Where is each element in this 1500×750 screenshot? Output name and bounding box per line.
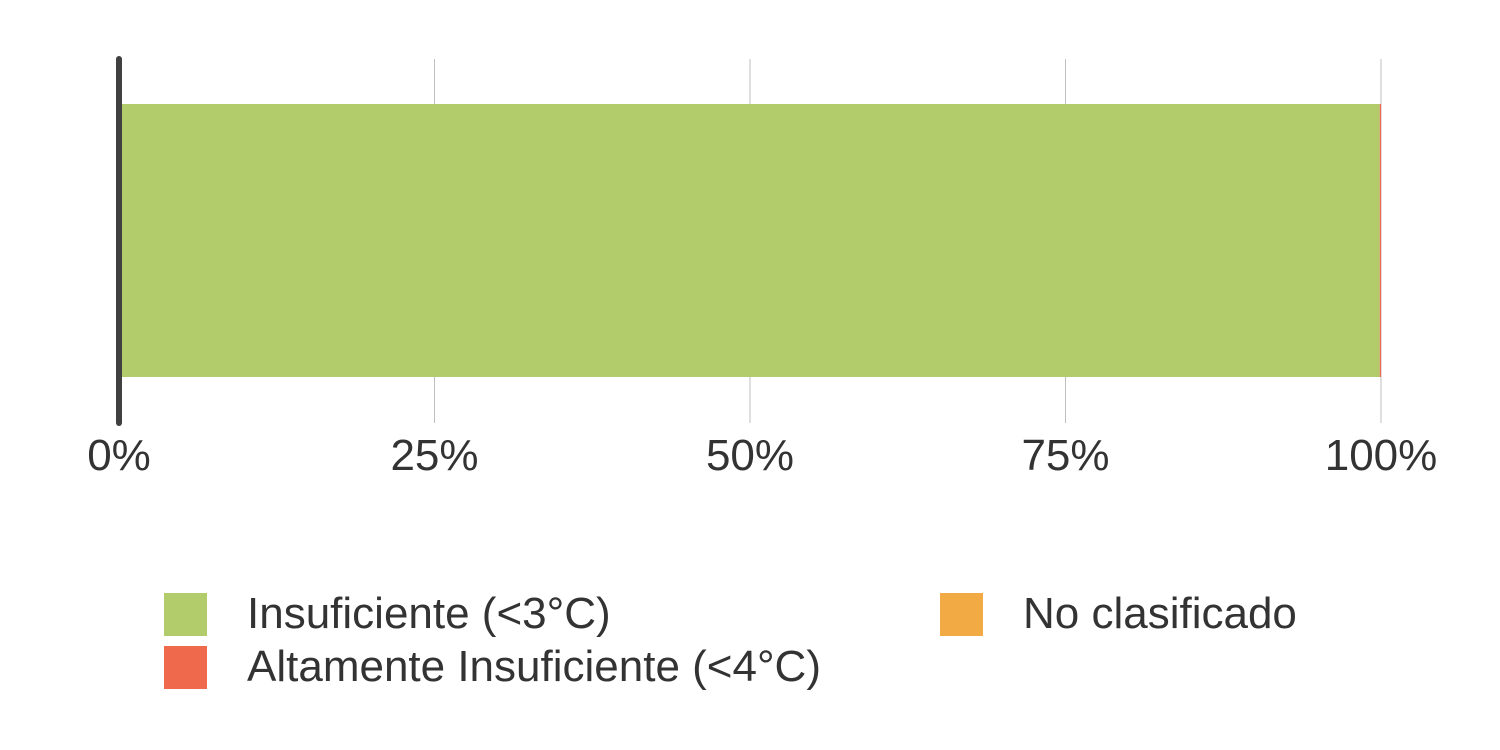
bar-segment-0	[119, 104, 1380, 377]
bar-segment-1	[1379, 104, 1381, 377]
x-tick-label-3: 75%	[1021, 431, 1109, 480]
x-tick-label-0: 0%	[87, 431, 151, 480]
x-tick-label-2: 50%	[706, 431, 794, 480]
x-tick-label-4: 100%	[1325, 431, 1438, 480]
x-tick-label-1: 25%	[390, 431, 478, 480]
